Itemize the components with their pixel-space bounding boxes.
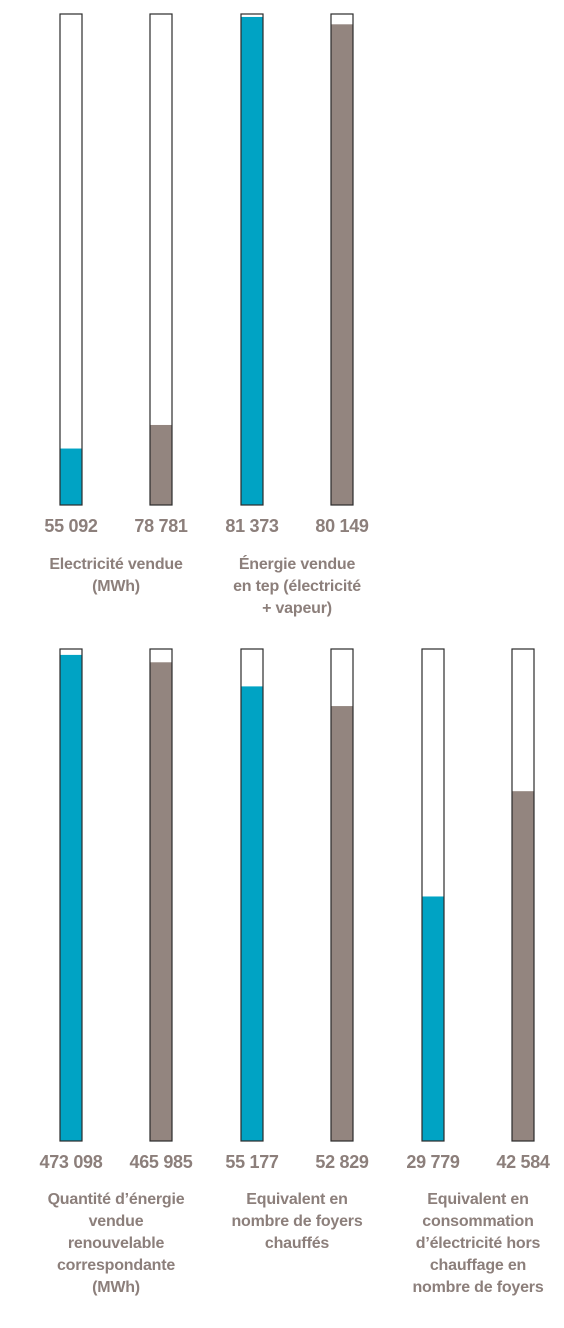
bar-value-label: 55 092 bbox=[44, 516, 98, 536]
group-label-line: d’électricité hors bbox=[416, 1235, 541, 1252]
bar-fill bbox=[331, 706, 353, 1141]
bar-value-label: 42 584 bbox=[496, 1152, 550, 1172]
group-label-line: nombre de foyers bbox=[231, 1213, 362, 1230]
bar-fill bbox=[60, 654, 82, 1141]
group-label-line: nombre de foyers bbox=[412, 1279, 543, 1296]
bar-fill bbox=[150, 424, 172, 505]
bar-outline bbox=[59, 13, 83, 506]
group-label-line: en tep (électricité bbox=[233, 578, 361, 595]
bar-outline bbox=[421, 648, 445, 1142]
group-label-line: Énergie vendue bbox=[239, 554, 356, 573]
group-label-line: renouvelable bbox=[68, 1235, 165, 1252]
bar-value-label: 80 149 bbox=[315, 516, 369, 536]
group-label-line: vendue bbox=[89, 1213, 144, 1230]
bar-outline bbox=[330, 13, 354, 506]
bar-fill bbox=[60, 448, 82, 505]
bar-outline bbox=[330, 648, 354, 1142]
bar-value-label: 78 781 bbox=[134, 516, 188, 536]
bar-outline bbox=[59, 648, 83, 1142]
group-label-line: + vapeur) bbox=[262, 600, 332, 617]
bar-outline bbox=[240, 13, 264, 506]
group-label-line: (MWh) bbox=[92, 578, 140, 595]
bar-fill bbox=[150, 662, 172, 1141]
bar-value-label: 465 985 bbox=[130, 1152, 193, 1172]
bar-value-label: 55 177 bbox=[225, 1152, 279, 1172]
bar-outline bbox=[240, 648, 264, 1142]
group-label-line: correspondante bbox=[57, 1257, 175, 1274]
bar-value-label: 81 373 bbox=[225, 516, 279, 536]
bar-fill bbox=[422, 896, 444, 1141]
group-label-line: chauffés bbox=[265, 1235, 329, 1252]
bar-value-label: 473 098 bbox=[40, 1152, 103, 1172]
bar-value-label: 52 829 bbox=[315, 1152, 369, 1172]
bar-fill bbox=[331, 24, 353, 505]
bar-outline bbox=[511, 648, 535, 1142]
group-label-line: (MWh) bbox=[92, 1279, 140, 1296]
bar-value-label: 29 779 bbox=[406, 1152, 460, 1172]
bar-fill bbox=[241, 16, 263, 506]
bar-outline bbox=[149, 13, 173, 506]
group-label-line: Electricité vendue bbox=[49, 556, 183, 573]
group-label-line: Equivalent en bbox=[427, 1191, 528, 1208]
bar-fill bbox=[512, 791, 534, 1141]
group-label-line: consommation bbox=[422, 1213, 533, 1230]
group-label-line: Equivalent en bbox=[246, 1191, 347, 1208]
group-label-line: Quantité d’énergie bbox=[48, 1191, 185, 1208]
bar-outline bbox=[149, 648, 173, 1142]
bar-fill bbox=[241, 686, 263, 1141]
group-label-line: chauffage en bbox=[430, 1257, 526, 1274]
